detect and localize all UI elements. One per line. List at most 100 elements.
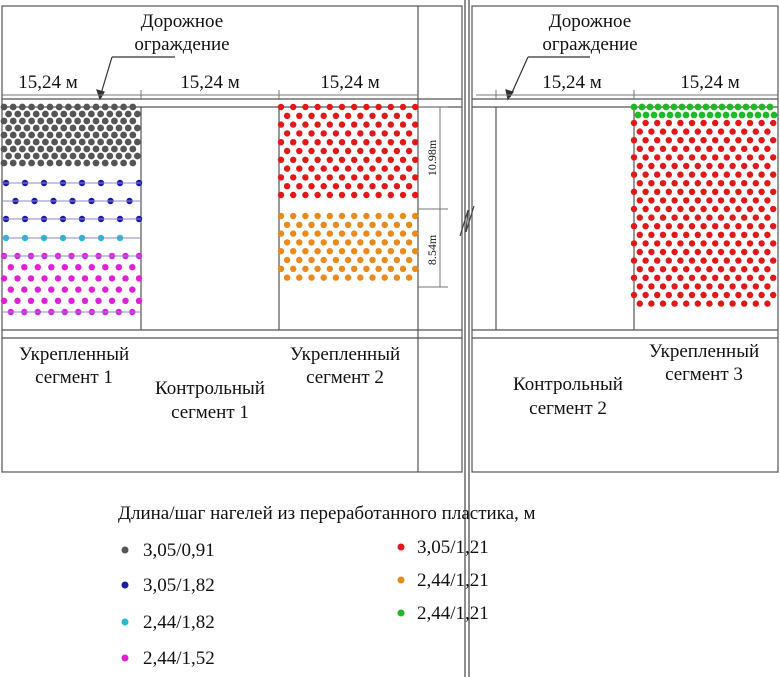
dowel-dot — [758, 154, 765, 161]
dowel-dot — [630, 257, 638, 264]
segment-label-reinforced-3-line2: сегмент 3 — [665, 364, 743, 385]
dowel-dot — [700, 291, 707, 299]
dowel-dot — [69, 110, 77, 118]
dowel-dot — [717, 214, 725, 221]
dowel-dot — [399, 103, 407, 111]
dowel-dot — [694, 162, 701, 170]
dowel-dot — [0, 117, 8, 125]
dowel-dot — [88, 286, 96, 293]
dowel-dot — [14, 124, 22, 132]
dowel-dot — [344, 221, 352, 228]
legend-label-7: 2,44/1,21 — [417, 603, 489, 624]
dowel-dot — [677, 137, 684, 144]
legend-label-6: 2,44/1,21 — [417, 570, 489, 591]
legend-item-5: 3,05/1,21 — [397, 537, 489, 558]
dowel-dot — [69, 124, 77, 132]
dowel-dot — [369, 239, 376, 246]
dowel-dot — [102, 264, 109, 271]
dowel-dot — [338, 121, 346, 128]
dowel-dot — [115, 152, 123, 160]
dowel-dot — [108, 275, 116, 282]
dowel-dot — [92, 103, 100, 111]
dowel-dot — [683, 266, 690, 273]
dowel-dot — [654, 137, 661, 144]
dowel-dot — [688, 154, 696, 161]
dowel-dot — [694, 197, 701, 204]
dowel-dot — [37, 103, 45, 111]
dowel-dot — [742, 103, 750, 111]
dowel-dot — [702, 103, 710, 111]
dowel-dot — [92, 131, 100, 139]
dowel-dot — [9, 159, 17, 167]
legend-label-2: 3,05/1,82 — [143, 575, 215, 596]
dowel-dot — [277, 103, 285, 111]
dowel-dot — [387, 103, 394, 111]
dowel-dot — [723, 188, 730, 195]
dowel-dot — [326, 174, 333, 181]
dowel-dot — [88, 110, 95, 118]
dowel-dot — [326, 103, 333, 111]
dowel-dot — [758, 137, 765, 144]
dowel-dot — [654, 257, 661, 264]
dowel-dot — [320, 130, 327, 137]
dowel-dot — [735, 205, 742, 213]
dowel-dot — [42, 124, 49, 132]
dowel-dot — [111, 145, 118, 153]
dowel-dot — [314, 265, 321, 272]
dowel-dot — [729, 231, 736, 238]
dowel-dot — [314, 121, 321, 128]
dowel-dot — [338, 230, 346, 237]
dowel-dot — [735, 291, 742, 299]
dowel-dot — [37, 117, 45, 125]
dowel-dot — [308, 239, 315, 246]
dowel-dot — [659, 300, 667, 307]
dowel-dot — [60, 124, 68, 132]
dowel-dot — [129, 264, 136, 271]
dowel-dot — [648, 180, 655, 187]
dowel-dot — [630, 154, 638, 161]
legend-item-2: 3,05/1,82 — [121, 575, 215, 596]
dowel-dot — [746, 205, 754, 213]
dowel-dot — [290, 139, 297, 146]
dowel-dot — [683, 162, 690, 170]
dowel-dot — [393, 130, 401, 137]
dowel-dot — [659, 145, 667, 152]
dowel-dot — [338, 156, 346, 163]
dowel-dot — [671, 283, 678, 290]
dowel-dot — [97, 110, 104, 118]
dowel-dot — [729, 283, 736, 290]
dowel-dot — [752, 180, 759, 187]
dowel-dot — [369, 274, 376, 281]
dowel-dot — [78, 124, 86, 132]
dowel-dot — [741, 266, 748, 273]
dowel-dot — [634, 111, 642, 119]
dowel-dot — [134, 110, 141, 118]
dowel-dot — [405, 239, 413, 246]
dowel-dot — [741, 162, 748, 170]
dowel-dot — [21, 286, 28, 293]
dowel-dot — [729, 300, 736, 307]
dowel-dot — [677, 171, 684, 178]
dowel-dot — [741, 214, 748, 221]
dowel-dot — [308, 112, 315, 120]
dowel-dot — [712, 291, 719, 299]
dowel-dot — [320, 183, 327, 190]
dowel-dot — [688, 274, 696, 281]
dowel-dot — [683, 145, 690, 152]
legend-label-3: 2,44/1,82 — [143, 612, 215, 633]
dowel-dot — [46, 145, 54, 153]
dowel-dot — [74, 103, 81, 111]
dowel-dot — [296, 274, 303, 281]
dowel-dot — [19, 131, 26, 139]
dowel-dot — [68, 297, 75, 304]
dowel-dot — [412, 156, 419, 163]
dowel-dot — [106, 138, 114, 146]
dimension-lines — [2, 90, 778, 288]
dowel-dot — [712, 119, 719, 127]
dowel-dot — [387, 212, 394, 220]
dowel-dot — [387, 265, 394, 272]
dowel-dot — [134, 138, 141, 146]
dowel-dot — [101, 117, 109, 125]
dowel-dot — [83, 117, 91, 125]
dowel-dot — [694, 231, 701, 238]
